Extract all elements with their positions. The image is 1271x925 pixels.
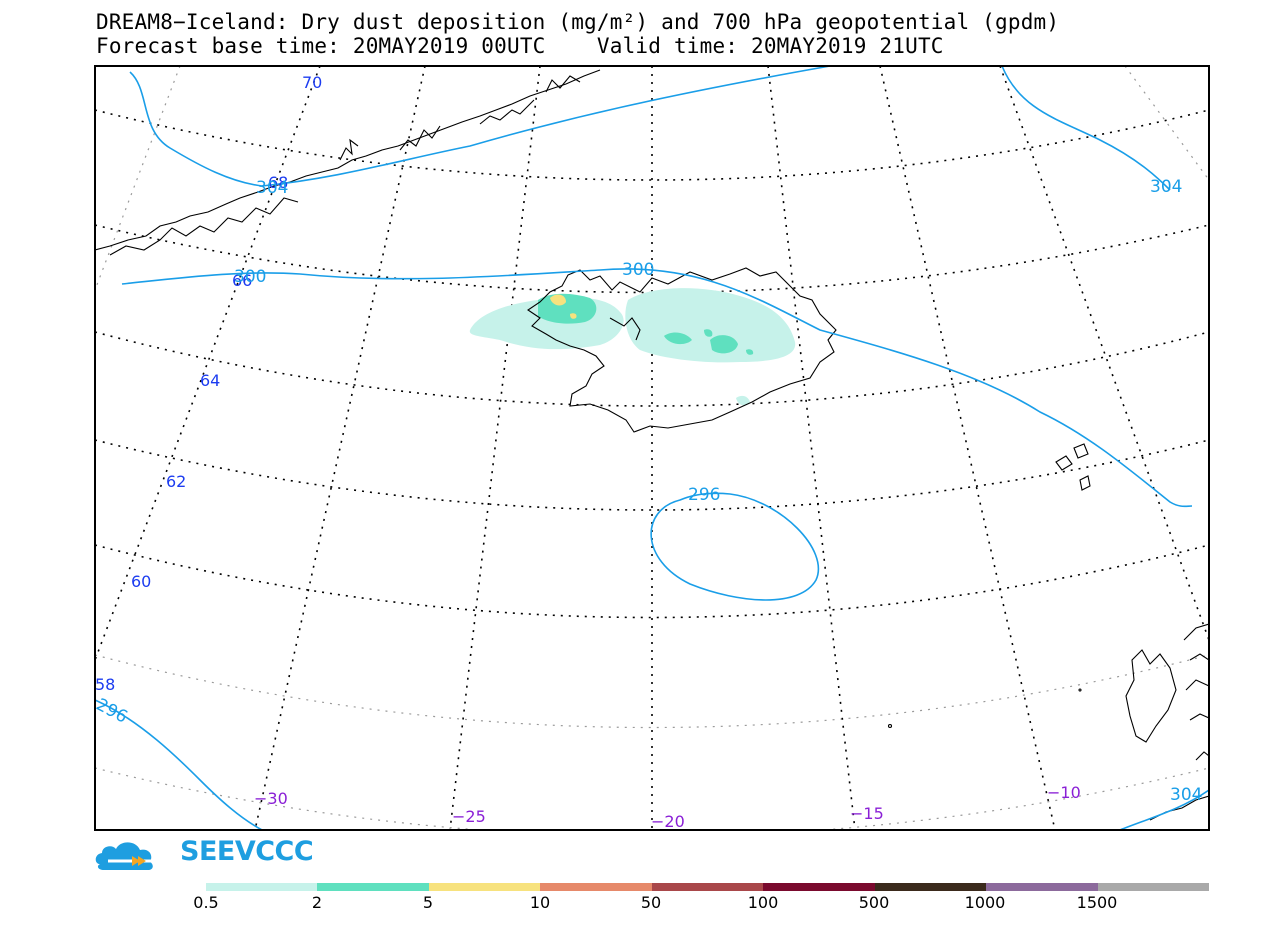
longitude-gridlines: [95, 66, 1209, 830]
legend-label: 0.5: [193, 893, 219, 912]
contour-label-296-center: 296: [688, 485, 720, 505]
lon-label-minus15: −15: [850, 804, 884, 823]
contour-labels: 304 304 300 300 296 296 304: [93, 177, 1203, 805]
dust-deposition-areas: [469, 288, 796, 406]
contour-label-304-southeast: 304: [1170, 785, 1202, 805]
lat-label-60: 60: [131, 572, 151, 591]
contour-label-304-west: 304: [256, 178, 288, 198]
legend-label: 10: [529, 893, 551, 912]
lon-label-minus30: −30: [254, 789, 288, 808]
legend-swatch: [1097, 883, 1209, 891]
legend-label: 50: [640, 893, 662, 912]
lon-label-minus10: −10: [1047, 783, 1081, 802]
geopotential-contours: [95, 66, 1209, 830]
cloud-icon: [95, 842, 153, 870]
arrow-icon: [132, 856, 140, 866]
map-frame: [94, 65, 1210, 831]
legend-swatch: [874, 883, 987, 891]
legend-label: 500: [858, 893, 890, 912]
longitude-labels: −30 −25 −20 −15 −10: [254, 783, 1081, 831]
lat-label-58: 58: [95, 675, 115, 694]
lon-label-minus20: −20: [651, 812, 685, 831]
contour-label-304-east: 304: [1150, 177, 1182, 197]
legend-swatch: [763, 883, 875, 891]
contour-label-300-west: 300: [234, 267, 266, 287]
legend-swatch: [428, 883, 541, 891]
seevccc-logo: [95, 842, 154, 870]
map-subtitle: Forecast base time: 20MAY2019 00UTC Vali…: [96, 34, 944, 58]
lat-label-68: 68: [268, 173, 288, 192]
map-title: DREAM8−Iceland: Dry dust deposition (mg/…: [96, 10, 1060, 34]
lon-label-minus25: −25: [452, 807, 486, 826]
legend-swatch: [540, 883, 652, 891]
latitude-labels: 70 68 66 64 62 60 58: [95, 73, 322, 694]
legend-label: 2: [311, 893, 323, 912]
lat-label-66: 66: [232, 271, 252, 290]
lat-label-64: 64: [200, 371, 220, 390]
legend-label: 5: [422, 893, 434, 912]
legend-swatch: [206, 883, 318, 891]
color-legend-bar: [206, 883, 1209, 891]
contour-label-296-southwest: 296: [93, 695, 131, 728]
legend-swatch: [317, 883, 429, 891]
legend-swatch: [986, 883, 1098, 891]
map-canvas: [95, 66, 1209, 830]
legend-swatch: [651, 883, 764, 891]
lat-label-62: 62: [166, 472, 186, 491]
legend-label: 1000: [964, 893, 1006, 912]
seevccc-logo-text: SEEVCCC: [180, 836, 314, 867]
lat-label-70: 70: [302, 73, 322, 92]
legend-label: 1500: [1076, 893, 1118, 912]
legend-label: 100: [747, 893, 779, 912]
contour-label-300-center: 300: [622, 260, 654, 280]
coastlines: [95, 69, 1209, 821]
